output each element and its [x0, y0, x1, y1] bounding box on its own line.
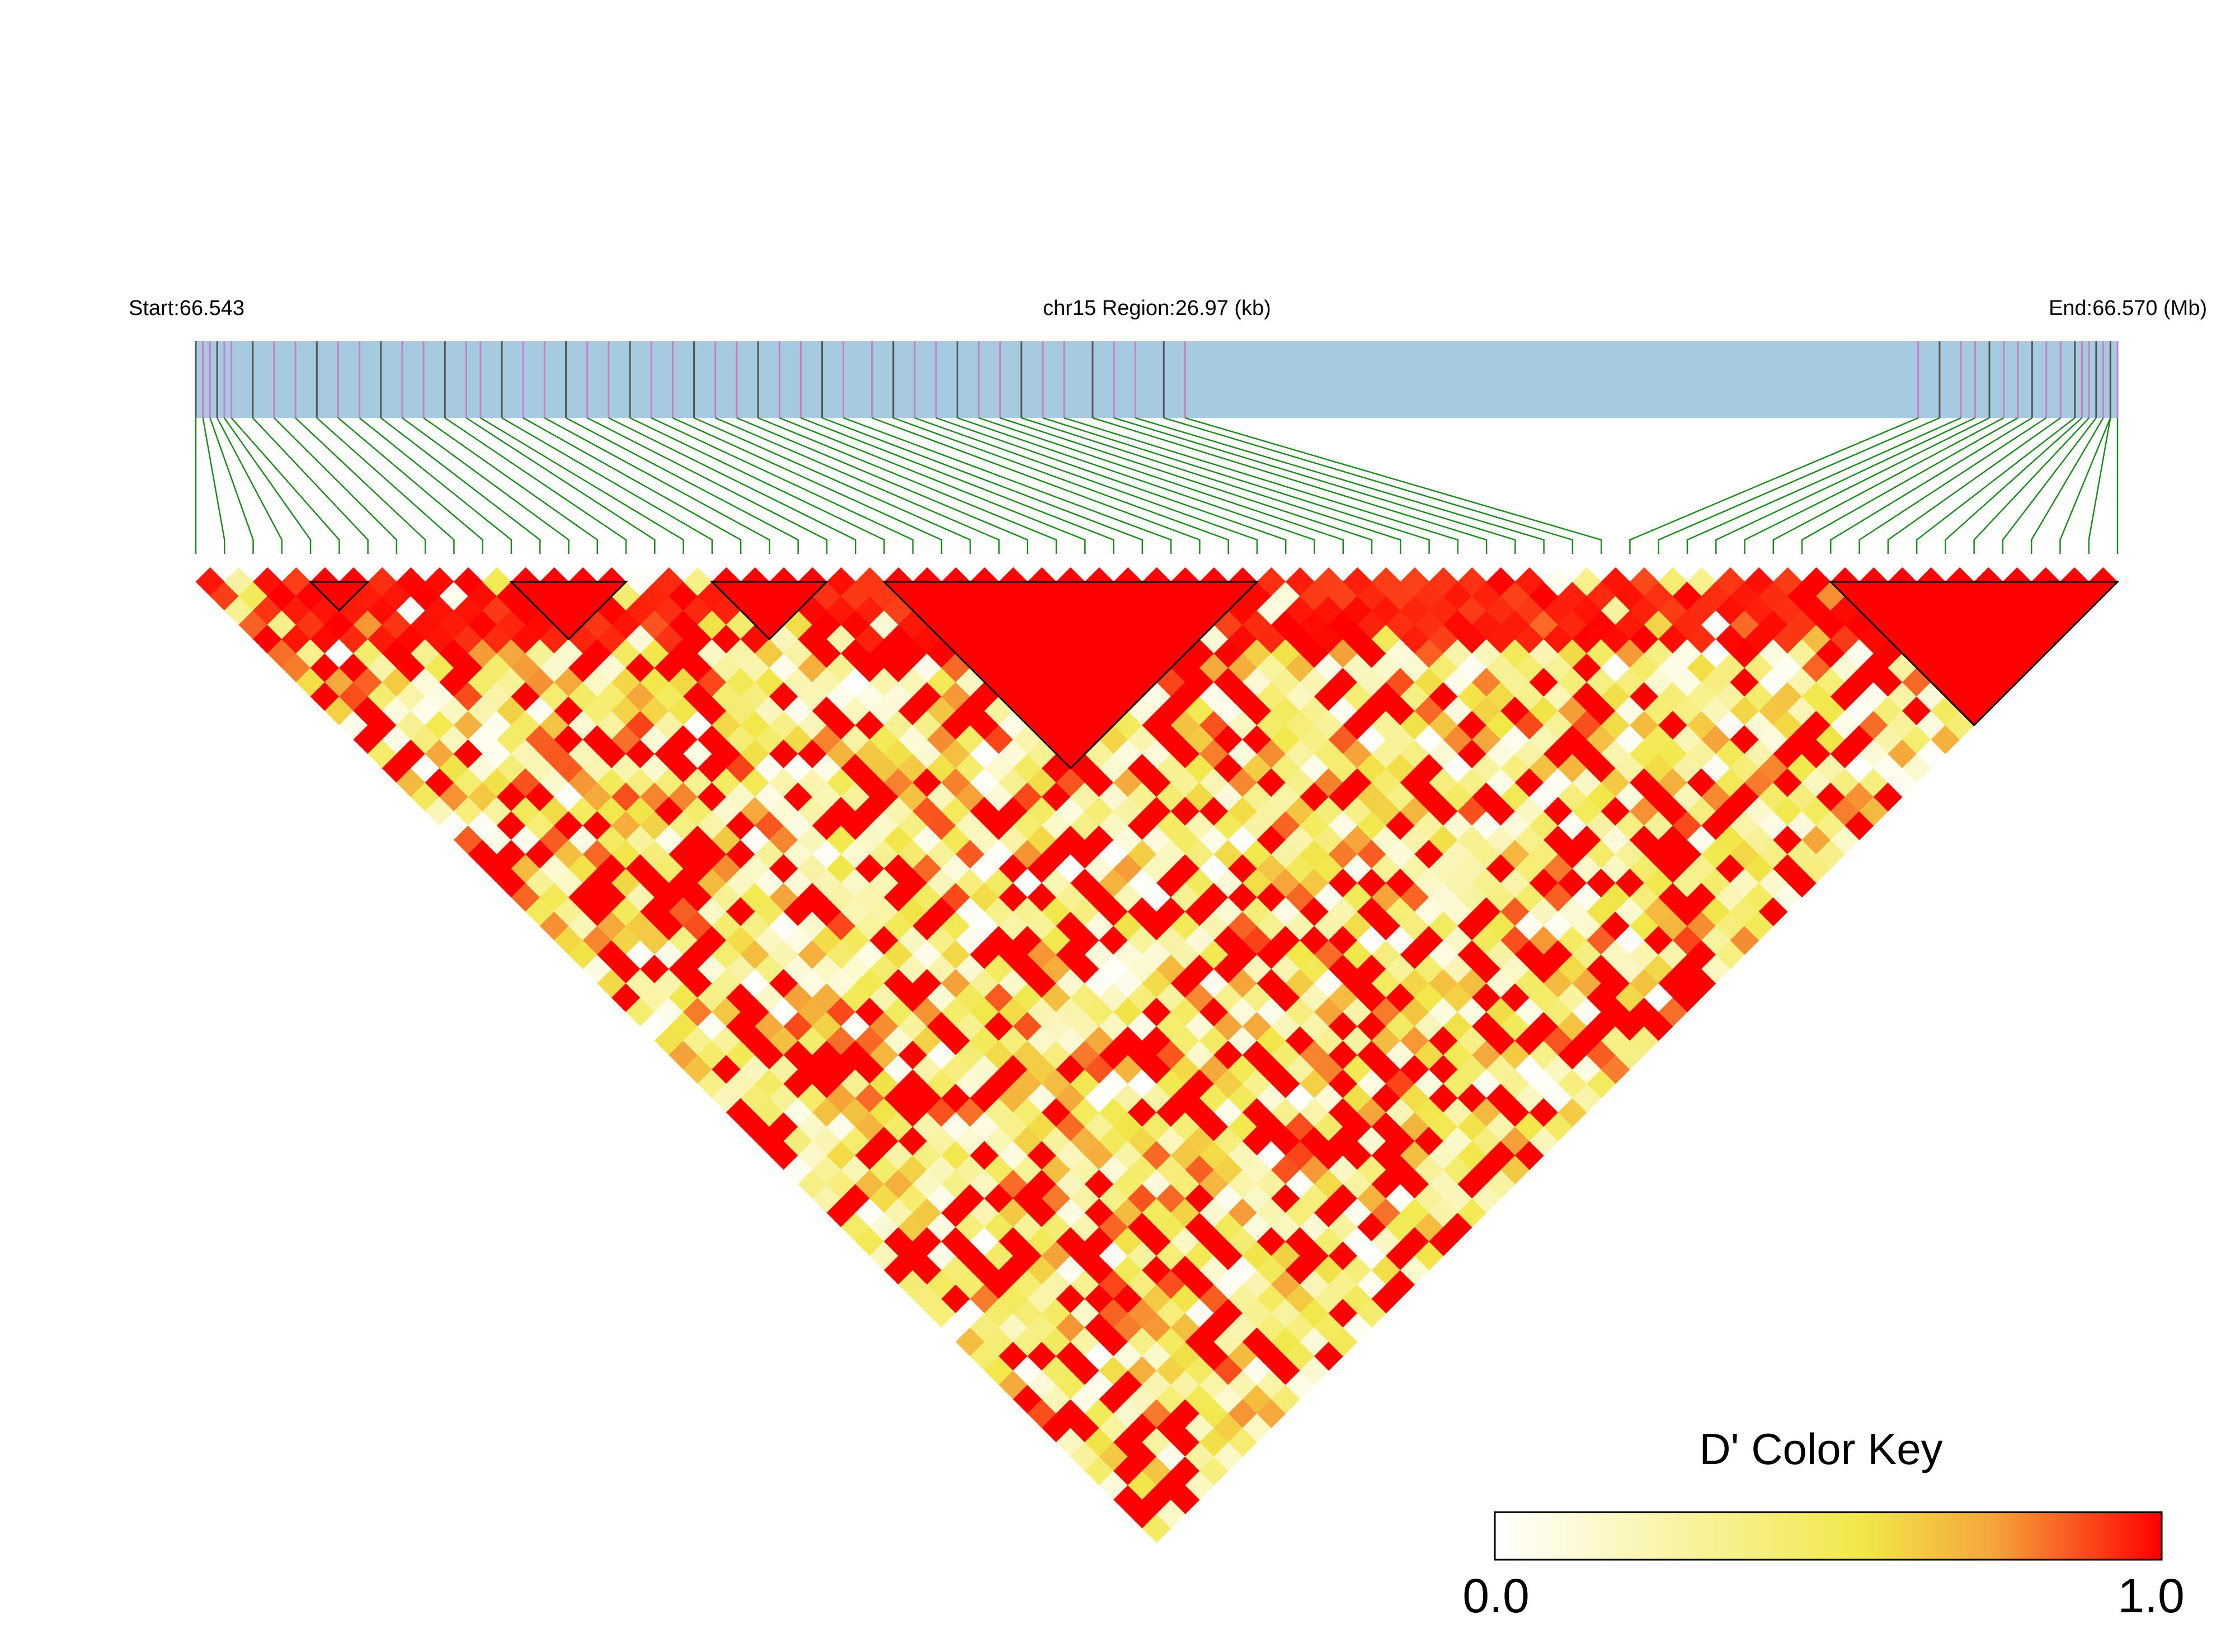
snp-connector [1715, 417, 1976, 554]
snp-connector [465, 417, 656, 554]
snp-connector [800, 417, 1114, 554]
snp-connector [2030, 417, 2104, 554]
snp-connector [2059, 417, 2111, 554]
ld-block-outline [1828, 581, 2120, 727]
snp-connector [1916, 417, 2076, 554]
snp-connector [1830, 417, 2032, 554]
snp-connector [1092, 417, 1488, 554]
color-key-max-label: 1.0 [2118, 1569, 2185, 1623]
snp-connector [736, 417, 1029, 554]
snp-connector [480, 417, 684, 554]
chromosome-track [196, 341, 2118, 418]
snp-connector [872, 417, 1201, 554]
snp-connector [935, 417, 1287, 554]
region-title: chr15 Region:26.97 (kb) [1043, 296, 1271, 320]
snp-connector [252, 417, 369, 554]
snp-connector [295, 417, 426, 554]
ld-block-outlines [308, 581, 2120, 770]
ld-block-outline [882, 581, 1259, 770]
snp-connector [223, 417, 312, 554]
ld-block-outline [710, 581, 829, 641]
color-key-bar [1494, 1511, 2163, 1561]
snp-connector [337, 417, 483, 554]
snp-connector [2002, 417, 2097, 554]
snp-connector [523, 417, 742, 554]
snp-connector [1945, 417, 2083, 554]
snp-connector [1629, 417, 1919, 554]
snp-connector [444, 417, 627, 554]
snp-connector [359, 417, 512, 554]
snp-connector [402, 417, 570, 554]
region-end-label: End:66.570 (Mb) [2049, 296, 2207, 320]
snp-connector [672, 417, 943, 554]
snp-connector [1973, 417, 2090, 554]
snp-connector [1113, 417, 1516, 554]
snp-connector [822, 417, 1144, 554]
snp-connector [1887, 417, 2061, 554]
snp-connector [501, 417, 713, 554]
snp-connector [893, 417, 1229, 554]
snp-connector [914, 417, 1258, 554]
snp-connector [651, 417, 914, 554]
color-key-min-label: 0.0 [1462, 1569, 1530, 1623]
snp-connector [957, 417, 1315, 554]
snp-connector [608, 417, 857, 554]
snp-connector [1000, 417, 1373, 554]
ld-block-outline [308, 581, 370, 612]
region-start-label: Start:66.543 [129, 296, 244, 320]
snp-connector [715, 417, 1000, 554]
snp-connector [217, 417, 283, 554]
color-key-title: D' Color Key [1699, 1424, 1942, 1474]
snp-connector [202, 417, 225, 554]
snp-connector [380, 417, 541, 554]
snp-connector [757, 417, 1057, 554]
snp-connector [1801, 417, 2018, 554]
snp-connector [423, 417, 599, 554]
snp-connector [544, 417, 770, 554]
snp-connector [2088, 417, 2111, 554]
ld-block-outline [509, 581, 628, 641]
snp-connector [629, 417, 885, 554]
snp-connector [694, 417, 971, 554]
snp-connector [1744, 417, 1990, 554]
snp-position-ticks [195, 341, 2119, 418]
snp-connector [1163, 417, 1574, 554]
snp-connector [1021, 417, 1401, 554]
snp-connector [587, 417, 828, 554]
snp-connector [209, 417, 254, 554]
snp-connector-lines [195, 417, 2119, 554]
snp-connector [1042, 417, 1430, 554]
snp-connector [1185, 417, 1602, 554]
snp-connector [1135, 417, 1545, 554]
snp-connector [565, 417, 799, 554]
snp-connector [274, 417, 398, 554]
snp-connector [1772, 417, 2005, 554]
snp-connector [779, 417, 1086, 554]
color-key: D' Color Key 0.0 1.0 [1462, 1424, 2185, 1623]
snp-connector [1686, 417, 1961, 554]
snp-connector [1658, 417, 1940, 554]
snp-connector [1858, 417, 2047, 554]
ld-cells [195, 567, 2118, 1543]
snp-connector [316, 417, 455, 554]
snp-connector [843, 417, 1172, 554]
snp-connector [1064, 417, 1459, 554]
snp-connector [230, 417, 340, 554]
snp-connector [978, 417, 1344, 554]
